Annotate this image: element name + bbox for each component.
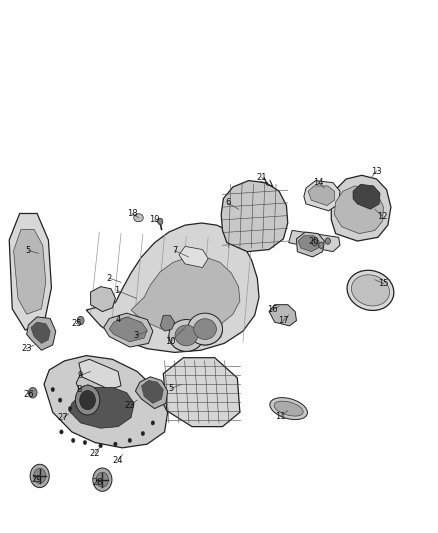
Ellipse shape xyxy=(194,319,216,340)
Circle shape xyxy=(34,469,46,483)
Text: 23: 23 xyxy=(124,401,135,410)
Polygon shape xyxy=(79,359,121,390)
Polygon shape xyxy=(298,236,319,252)
Polygon shape xyxy=(44,356,168,448)
Polygon shape xyxy=(131,257,240,333)
Circle shape xyxy=(96,472,109,487)
Text: 3: 3 xyxy=(134,331,139,340)
Polygon shape xyxy=(331,175,391,241)
Ellipse shape xyxy=(270,398,307,419)
Text: 19: 19 xyxy=(149,215,160,224)
Polygon shape xyxy=(104,313,153,347)
Circle shape xyxy=(60,430,63,434)
Polygon shape xyxy=(269,305,297,326)
Text: 1: 1 xyxy=(114,286,119,295)
Text: 18: 18 xyxy=(127,209,137,218)
Polygon shape xyxy=(289,230,340,252)
Text: 22: 22 xyxy=(90,449,100,458)
Text: 9: 9 xyxy=(78,370,83,379)
Circle shape xyxy=(68,407,72,411)
Text: 21: 21 xyxy=(256,173,267,182)
Circle shape xyxy=(83,440,87,445)
Text: 12: 12 xyxy=(377,212,388,221)
Text: 13: 13 xyxy=(371,166,382,175)
Text: 15: 15 xyxy=(378,279,389,288)
Text: 16: 16 xyxy=(267,305,277,314)
Polygon shape xyxy=(221,181,288,252)
Text: 4: 4 xyxy=(115,315,120,324)
Text: 2: 2 xyxy=(107,273,112,282)
Polygon shape xyxy=(14,229,46,314)
Text: 25: 25 xyxy=(71,319,81,328)
Circle shape xyxy=(114,442,117,446)
Polygon shape xyxy=(31,322,50,343)
Polygon shape xyxy=(76,368,114,400)
Text: 23: 23 xyxy=(21,344,32,353)
Text: 26: 26 xyxy=(23,390,34,399)
Polygon shape xyxy=(91,287,116,312)
Text: 17: 17 xyxy=(278,316,289,325)
Polygon shape xyxy=(308,186,334,206)
Polygon shape xyxy=(353,184,380,209)
Ellipse shape xyxy=(351,275,389,306)
Circle shape xyxy=(151,421,155,425)
Text: 8: 8 xyxy=(76,385,81,394)
Circle shape xyxy=(319,242,324,248)
Polygon shape xyxy=(135,377,168,409)
Polygon shape xyxy=(27,317,56,350)
Polygon shape xyxy=(9,214,51,330)
Circle shape xyxy=(93,468,112,491)
Circle shape xyxy=(71,438,75,442)
Polygon shape xyxy=(334,186,384,233)
Circle shape xyxy=(75,385,100,415)
Polygon shape xyxy=(86,223,259,352)
Text: 14: 14 xyxy=(313,178,324,187)
Polygon shape xyxy=(160,316,175,331)
Circle shape xyxy=(158,218,163,224)
Text: 5: 5 xyxy=(26,246,31,255)
Ellipse shape xyxy=(175,325,198,346)
Polygon shape xyxy=(141,381,163,403)
Ellipse shape xyxy=(169,319,204,351)
Text: 24: 24 xyxy=(113,456,123,465)
Circle shape xyxy=(128,438,131,442)
Text: 5: 5 xyxy=(169,384,174,393)
Circle shape xyxy=(141,431,145,435)
Polygon shape xyxy=(69,387,134,428)
Circle shape xyxy=(28,387,37,398)
Polygon shape xyxy=(297,232,324,257)
Text: 20: 20 xyxy=(309,237,319,246)
Polygon shape xyxy=(179,246,208,268)
Circle shape xyxy=(325,238,330,244)
Circle shape xyxy=(77,317,84,325)
Text: 10: 10 xyxy=(165,337,176,346)
Ellipse shape xyxy=(274,401,303,416)
Polygon shape xyxy=(110,317,147,342)
Circle shape xyxy=(80,391,95,410)
Circle shape xyxy=(30,464,49,488)
Circle shape xyxy=(58,398,62,402)
Ellipse shape xyxy=(134,214,143,222)
Polygon shape xyxy=(169,329,223,351)
Text: 29: 29 xyxy=(32,475,42,484)
Polygon shape xyxy=(304,181,340,211)
Circle shape xyxy=(51,387,54,392)
Circle shape xyxy=(99,443,102,448)
Text: 6: 6 xyxy=(225,198,230,207)
Text: 28: 28 xyxy=(93,478,103,487)
Ellipse shape xyxy=(187,313,223,345)
Ellipse shape xyxy=(347,270,394,310)
Text: 27: 27 xyxy=(58,413,68,422)
Circle shape xyxy=(312,239,318,246)
Polygon shape xyxy=(163,358,240,426)
Text: 7: 7 xyxy=(172,246,177,255)
Text: 11: 11 xyxy=(275,411,285,421)
